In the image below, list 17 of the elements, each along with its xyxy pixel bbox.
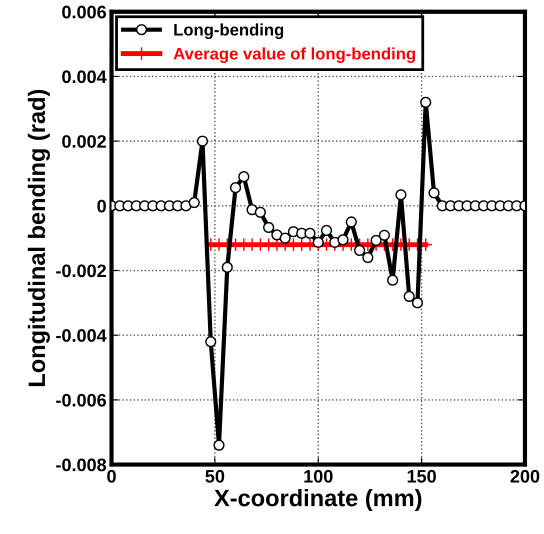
x-tick-label: 150 — [408, 470, 436, 483]
y-tick-label: 0.002 — [62, 135, 106, 148]
x-tick-label: 50 — [205, 470, 224, 483]
x-tick-label: 200 — [510, 470, 540, 483]
x-tick-label: 100 — [304, 470, 333, 483]
x-axis-title: X-coordinate (mm) — [214, 489, 422, 512]
y-tick-label: -0.006 — [56, 394, 106, 407]
y-tick-label: -0.008 — [56, 458, 106, 472]
legend-label: Average value of long-bending — [174, 47, 415, 63]
y-tick-label: 0 — [97, 200, 106, 213]
y-tick-label: 0.004 — [62, 70, 107, 84]
y-tick-label: -0.002 — [56, 264, 106, 278]
y-tick-label: -0.004 — [56, 329, 107, 342]
legend-label: Long-bending — [174, 23, 284, 40]
y-axis-title: Longitudinal bending (rad) — [28, 90, 50, 386]
x-tick-label: 0 — [107, 470, 116, 483]
y-tick-label: 0.006 — [62, 6, 106, 18]
